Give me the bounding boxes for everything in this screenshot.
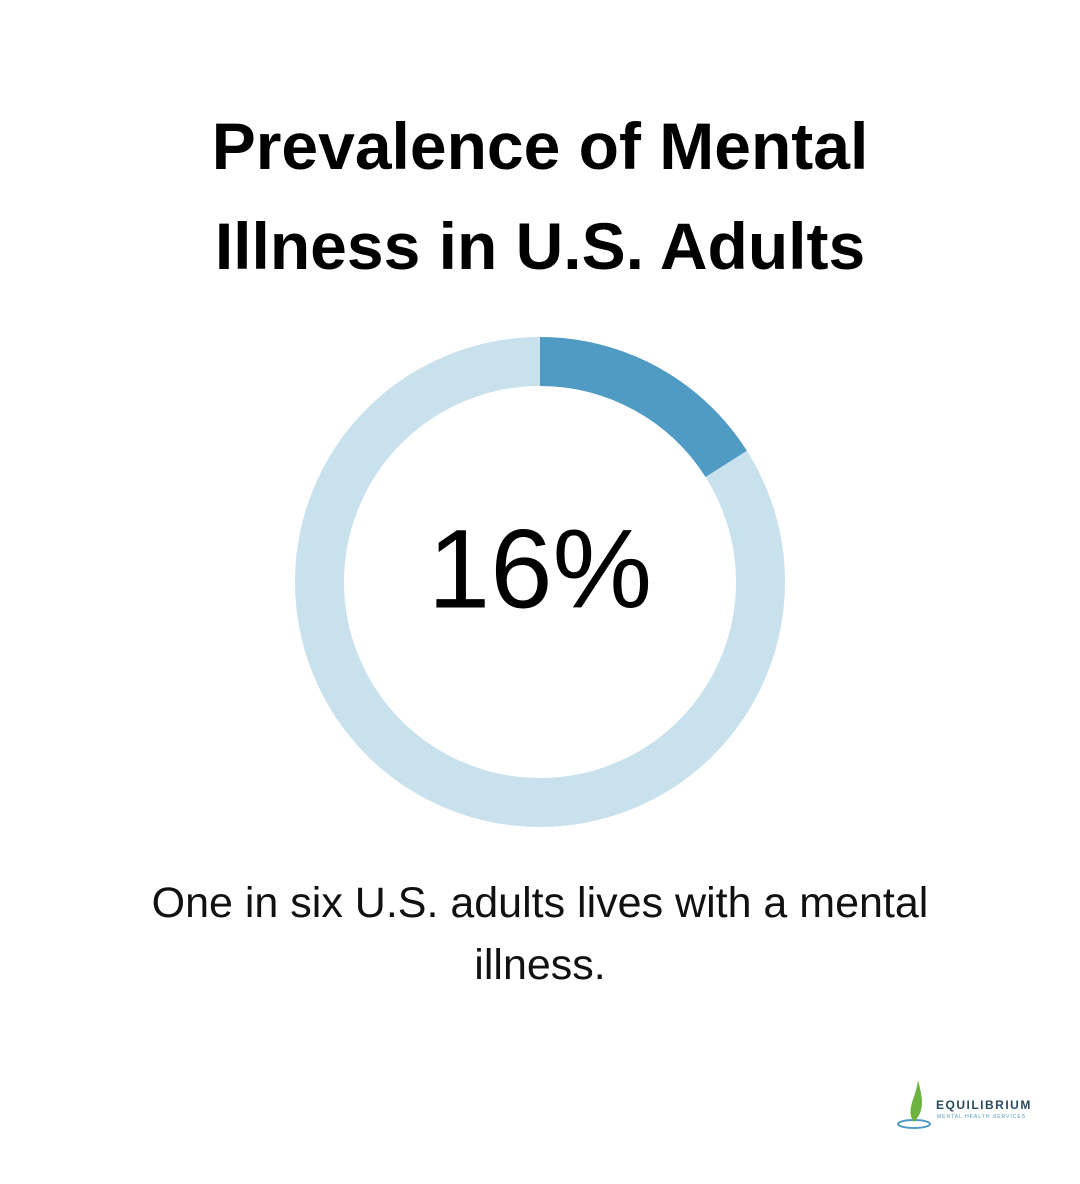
- logo-tagline: MENTAL HEALTH SERVICES: [937, 1114, 1027, 1120]
- donut-segment: [539, 337, 747, 478]
- chart-title: Prevalence of Mental Illness in U.S. Adu…: [211, 109, 869, 283]
- caption: One in six U.S. adults lives with a ment…: [151, 879, 929, 989]
- logo-name: EQUILIBRIUM: [936, 1098, 1032, 1112]
- center-label: 16%: [428, 507, 652, 632]
- logo-icon: [897, 1080, 931, 1129]
